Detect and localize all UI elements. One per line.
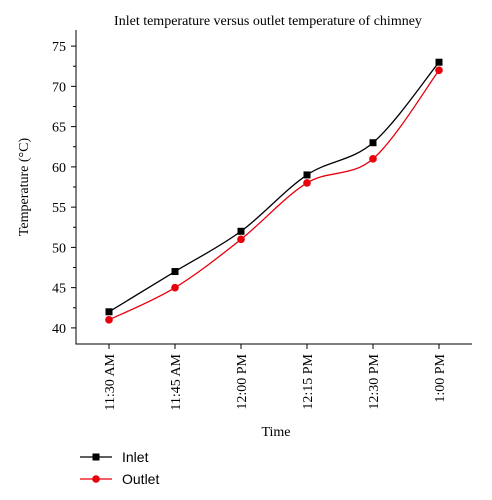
y-tick-label: 55: [52, 201, 66, 216]
series-layer: [105, 58, 443, 324]
x-tick-label: 11:30 AM: [103, 353, 118, 410]
legend-label-inlet: Inlet: [122, 449, 149, 465]
y-tick-label: 40: [52, 322, 66, 337]
y-tick-label: 75: [52, 40, 66, 55]
data-point-outlet: [435, 66, 443, 75]
data-point-inlet: [171, 268, 179, 276]
legend-marker-inlet: [92, 453, 100, 461]
x-axis-ticks: 11:30 AM 11:45 AM 12:00 PM 12:15 PM 12:30 PM…: [103, 344, 448, 411]
data-point-inlet: [435, 58, 443, 66]
y-tick-label: 65: [52, 121, 66, 136]
legend-label-outlet: Outlet: [122, 471, 159, 487]
x-tick-label: 12:00 PM: [235, 353, 250, 409]
y-tick-label: 45: [52, 282, 66, 297]
data-point-outlet: [369, 155, 377, 163]
data-point-inlet: [237, 227, 245, 235]
legend-item-outlet: Outlet: [80, 471, 159, 487]
legend-item-inlet: Inlet: [80, 449, 149, 465]
x-tick-label: 12:30 PM: [367, 353, 382, 409]
series-line-outlet: [108, 69, 440, 321]
y-axis-label: Temperature (°C): [17, 138, 32, 237]
legend-marker-outlet: [92, 475, 100, 483]
x-tick-label: 12:15 PM: [301, 353, 316, 409]
y-tick-label: 60: [52, 161, 66, 176]
plot-area: [75, 30, 472, 345]
data-point-inlet: [303, 171, 311, 179]
data-point-outlet: [171, 283, 179, 292]
legend: Inlet Outlet: [80, 449, 159, 487]
data-point-inlet: [105, 308, 113, 316]
data-point-outlet: [237, 235, 245, 244]
data-point-outlet: [105, 316, 113, 324]
chart-title: Inlet temperature versus outlet temperat…: [114, 14, 422, 29]
x-axis-label: Time: [261, 425, 290, 440]
series-line-inlet: [108, 61, 440, 313]
x-tick-label: 1:00 PM: [433, 353, 448, 402]
y-tick-label: 70: [52, 80, 66, 95]
y-axis-ticks: 40 45 50 55 60 65 70 75: [52, 40, 76, 337]
y-tick-label: 50: [52, 241, 66, 256]
x-tick-label: 11:45 AM: [169, 353, 184, 410]
data-point-inlet: [369, 139, 377, 147]
data-point-outlet: [303, 179, 311, 187]
axis-frame: [75, 30, 472, 345]
